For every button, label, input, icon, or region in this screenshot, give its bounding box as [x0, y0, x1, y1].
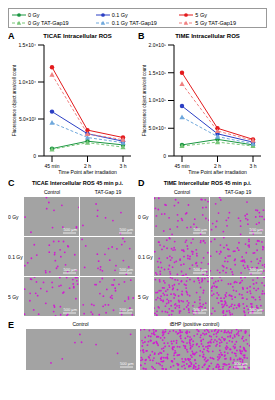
html-text:500 μm: 500 μm	[193, 227, 207, 232]
html-text:5 Gy: 5 Gy	[8, 293, 19, 300]
html-text:500 μm: 500 μm	[234, 361, 248, 366]
html-text:C: C	[8, 178, 15, 188]
html-text:500 μm: 500 μm	[63, 307, 77, 312]
html-text:D: D	[138, 178, 145, 188]
html-text:B: B	[138, 31, 145, 41]
svg-text:45 min: 45 min	[174, 163, 189, 169]
html-text:500 μm: 500 μm	[249, 267, 263, 272]
svg-text:2.0×10⁵: 2.0×10⁵	[148, 42, 166, 48]
svg-text:1.0×10⁵: 1.0×10⁵	[148, 97, 166, 103]
html-text:E: E	[8, 320, 14, 330]
html-text:0 Gy: 0 Gy	[8, 213, 19, 220]
svg-text:0: 0	[33, 153, 36, 159]
html-text:5 Gy TAT-Gap19: 5 Gy TAT-Gap19	[195, 20, 236, 26]
html-text:5 Gy: 5 Gy	[138, 293, 149, 300]
html-text:500 μm: 500 μm	[119, 227, 133, 232]
html-text:0.1 Gy: 0.1 Gy	[111, 12, 128, 18]
html-text:0.1 Gy: 0.1 Gy	[8, 253, 23, 260]
html-text:A: A	[8, 31, 15, 41]
html-text:500 μm: 500 μm	[120, 361, 134, 366]
html-text:TICAE Intracellular ROS: TICAE Intracellular ROS	[43, 33, 112, 39]
html-text:0.1 Gy TAT-Gap19: 0.1 Gy TAT-Gap19	[111, 20, 157, 26]
svg-text:45 min: 45 min	[44, 163, 59, 169]
html-text:5 Gy: 5 Gy	[195, 12, 207, 18]
html-text:TIME Intracellular ROS: TIME Intracellular ROS	[175, 33, 240, 39]
html-text:0 Gy: 0 Gy	[138, 213, 149, 220]
svg-text:Time Point after irradiation: Time Point after irradiation	[58, 169, 117, 175]
html-text:Control: Control	[173, 189, 191, 195]
html-text:500 μm: 500 μm	[63, 267, 77, 272]
html-text:500 μm: 500 μm	[193, 267, 207, 272]
svg-text:3 h: 3 h	[120, 163, 127, 169]
svg-text:Fluorescence object area/cell: Fluorescence object area/cell count	[142, 64, 147, 136]
html-text:TAT-Gap 19: TAT-Gap 19	[224, 189, 252, 195]
html-text:500 μm: 500 μm	[249, 307, 263, 312]
html-text:0.1 Gy: 0.1 Gy	[138, 253, 153, 260]
svg-text:Fluorescence object area/cell: Fluorescence object area/cell count	[12, 64, 17, 136]
svg-text:3 h: 3 h	[250, 163, 257, 169]
svg-text:1.0×10⁴: 1.0×10⁴	[18, 79, 36, 85]
html-text:Control: Control	[72, 321, 89, 327]
svg-text:1.5×10⁵: 1.5×10⁵	[148, 70, 166, 76]
html-text:TIME Intercellular ROS 45 min: TIME Intercellular ROS 45 min p.i.	[163, 180, 252, 186]
svg-text:2 h: 2 h	[84, 163, 91, 169]
html-text:500 μm: 500 μm	[249, 227, 263, 232]
svg-text:1.5×10⁴: 1.5×10⁴	[18, 42, 36, 48]
svg-text:Time Point after irradiation: Time Point after irradiation	[188, 169, 247, 175]
svg-text:2 h: 2 h	[214, 163, 221, 169]
svg-text:5.0×10³: 5.0×10³	[19, 116, 36, 122]
html-text:500 μm: 500 μm	[193, 307, 207, 312]
html-text:TICAE Intercellular ROS 45 min: TICAE Intercellular ROS 45 min p.i.	[32, 180, 123, 186]
svg-text:0: 0	[163, 153, 166, 159]
html-text:0 Gy: 0 Gy	[28, 12, 40, 18]
html-text:500 μm: 500 μm	[63, 227, 77, 232]
svg-text:5.0×10⁴: 5.0×10⁴	[148, 125, 166, 131]
html-text:500 μm: 500 μm	[119, 307, 133, 312]
html-text:0 Gy TAT-Gap19: 0 Gy TAT-Gap19	[28, 20, 69, 26]
html-text:500 μm: 500 μm	[119, 267, 133, 272]
html-text:TAT-Gap 19: TAT-Gap 19	[94, 189, 122, 195]
html-text:tBHP (positive control): tBHP (positive control)	[169, 321, 220, 327]
html-text:Control: Control	[43, 189, 61, 195]
